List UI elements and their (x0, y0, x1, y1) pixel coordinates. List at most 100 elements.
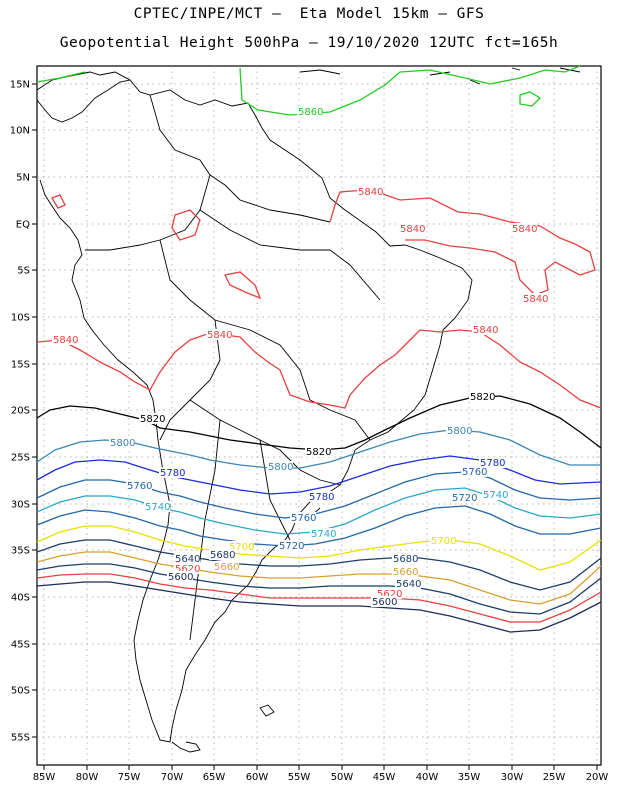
contour-label: 5840 (473, 325, 498, 336)
contour-label: 5720 (279, 541, 304, 552)
contour-label: 5640 (175, 554, 200, 565)
contour-label-background (213, 561, 239, 572)
contour-label-background (357, 186, 383, 197)
lat-label: 35S (11, 546, 30, 557)
contour-5820 (36, 395, 602, 451)
contour-label: 5800 (447, 426, 472, 437)
contour-label-background (479, 457, 505, 468)
contour-label-background (209, 549, 235, 560)
contour-5840-amazon (51, 194, 262, 300)
central-america-coast (36, 79, 131, 123)
contour-5860-ring (519, 91, 542, 107)
contour-5720 (36, 505, 602, 547)
contour-label-background (109, 437, 135, 448)
contour-label: 5740 (483, 490, 508, 501)
contour-label: 5660 (393, 567, 418, 578)
contour-label: 5660 (214, 562, 239, 573)
contour-5620 (36, 573, 602, 623)
contour-label: 5840 (523, 294, 548, 305)
contour-label-background (139, 413, 165, 424)
contour-5680 (36, 539, 602, 591)
contour-label: 5640 (396, 579, 421, 590)
lat-label: 15S (11, 360, 30, 371)
lon-label: 30W (501, 772, 524, 783)
contour-5640 (36, 563, 602, 615)
lon-label: 75W (118, 772, 141, 783)
contour-5780 (36, 455, 602, 495)
contour-label: 5820 (470, 392, 495, 403)
contour-label: 5760 (291, 513, 316, 524)
contour-label: 5760 (462, 467, 487, 478)
lon-label: 70W (161, 772, 184, 783)
map-title-line-1: CPTEC/INPE/MCT – Eta Model 15km – GFS (133, 6, 485, 22)
contour-label-background (376, 588, 402, 599)
contour-5740 (36, 487, 602, 535)
contour-label: 5860 (298, 107, 323, 118)
contours (36, 65, 602, 633)
contour-label-background (297, 106, 323, 117)
contour-5860 (36, 65, 581, 116)
contour-label: 5780 (160, 468, 185, 479)
lon-label: 50W (331, 772, 354, 783)
axis-ticks: 85W 80W 75W 70W 65W 60W 55W 50W 45W 40W 35W 30W 25W 2… (10, 80, 609, 784)
lat-label: 55S (11, 733, 30, 744)
contour-label-background (228, 541, 254, 552)
lon-label: 25W (543, 772, 566, 783)
lat-label: 20S (11, 406, 30, 417)
contour-label: 5700 (229, 542, 254, 553)
lon-label: 55W (288, 772, 311, 783)
contour-label: 5840 (207, 330, 232, 341)
lat-label: 25S (11, 453, 30, 464)
contour-label-background (451, 492, 477, 503)
contour-label: 5600 (372, 597, 397, 608)
contour-5600 (36, 581, 602, 633)
lat-label: 30S (11, 500, 30, 511)
contour-label-background (305, 446, 331, 457)
contour-label-background (371, 596, 397, 607)
lat-label: 15N (10, 80, 30, 91)
contour-label-background (461, 466, 487, 477)
falkland-islands (259, 704, 275, 717)
lat-label: 10S (11, 313, 30, 324)
contour-label-background (482, 489, 508, 500)
contour-label: 5840 (400, 224, 425, 235)
contour-label-background (430, 535, 456, 546)
lat-label: 5S (17, 266, 30, 277)
contour-label: 5780 (309, 492, 334, 503)
lon-label: 80W (76, 772, 99, 783)
contour-label-background (395, 578, 421, 589)
lat-label: EQ (16, 220, 30, 231)
lon-label: 40W (416, 772, 439, 783)
contour-label: 5760 (127, 481, 152, 492)
lon-label: 35W (458, 772, 481, 783)
south-america-coastline (36, 71, 473, 743)
contour-5660 (36, 551, 602, 605)
lat-label: 50S (11, 686, 30, 697)
contour-5700 (36, 525, 602, 571)
contour-labels: 5860 5840 5840 5840 5840 5840 5840 5840 5820 5820… (52, 106, 548, 608)
lat-label: 10N (10, 126, 30, 137)
caribbean-islands (299, 67, 581, 85)
lon-label: 85W (33, 772, 56, 783)
contour-label: 5620 (377, 589, 402, 600)
contour-label-background (522, 293, 548, 304)
graticule (37, 66, 601, 765)
contour-label: 5840 (512, 224, 537, 235)
lon-label: 45W (373, 772, 396, 783)
contour-label-background (472, 324, 498, 335)
contour-label: 5740 (145, 502, 170, 513)
contour-label-background (469, 391, 495, 402)
lon-label: 60W (246, 772, 269, 783)
lon-label: 65W (203, 772, 226, 783)
map-frame (36, 65, 602, 766)
contour-label: 5680 (210, 550, 235, 561)
contour-label-background (310, 528, 336, 539)
contour-label-background (174, 553, 200, 564)
contour-label: 5700 (431, 536, 456, 547)
tierra-del-fuego (171, 741, 201, 753)
map-title-line-2: Geopotential Height 500hPa – 19/10/2020 … (59, 35, 559, 51)
contour-label-background (308, 491, 334, 502)
contour-label-background (392, 566, 418, 577)
contour-5840-south (36, 329, 602, 409)
